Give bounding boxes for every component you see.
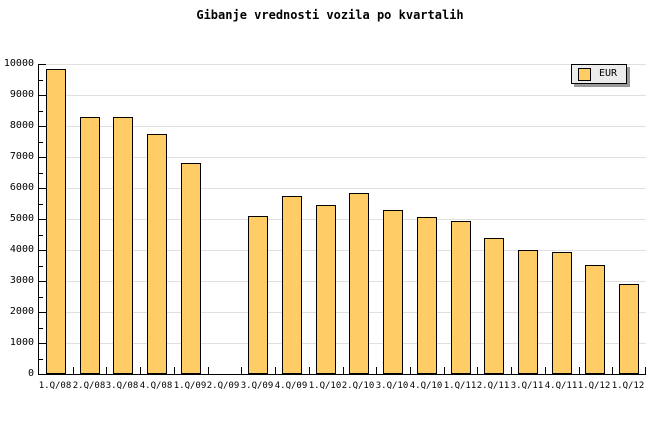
bar-3.Q/09 — [248, 216, 268, 374]
gridline — [39, 157, 646, 158]
x-tick — [174, 367, 175, 374]
y-axis-label: 0 — [27, 368, 34, 379]
bar-2.Q/10 — [349, 193, 369, 374]
y-major-tick — [39, 188, 46, 189]
x-axis-label: 3.Q/11 — [510, 381, 544, 391]
x-axis-label: 2.Q/11 — [476, 381, 510, 391]
y-axis-label: 3000 — [9, 275, 34, 286]
x-axis-label: 1.Q/09 — [173, 381, 207, 391]
bar-2.Q/11 — [484, 238, 504, 374]
bar-4.Q/09 — [282, 196, 302, 374]
gridline — [39, 188, 646, 189]
y-major-tick — [39, 250, 46, 251]
bar-2.Q/08 — [80, 117, 100, 374]
bar-4.Q/10 — [417, 217, 437, 374]
x-tick — [343, 367, 344, 374]
y-axis-label: 7000 — [9, 151, 34, 162]
y-major-tick — [39, 281, 46, 282]
x-axis-label: 4.Q/10 — [409, 381, 443, 391]
bar-1.Q/09 — [181, 163, 201, 374]
bar-1.Q/10 — [316, 205, 336, 374]
y-minor-tick — [39, 328, 43, 329]
y-minor-tick — [39, 80, 43, 81]
bar-1.Q/12 — [585, 265, 605, 374]
x-tick — [511, 367, 512, 374]
x-axis-label: 2.Q/08 — [72, 381, 106, 391]
y-axis-label: 2000 — [9, 306, 34, 317]
bar-1.Q/08 — [46, 69, 66, 374]
x-tick — [579, 367, 580, 374]
gridline — [39, 250, 646, 251]
x-axis-label: 1.Q/12 — [611, 381, 645, 391]
y-axis-label: 9000 — [9, 89, 34, 100]
y-minor-tick — [39, 359, 43, 360]
x-axis-label: 1.Q/12 — [577, 381, 611, 391]
x-tick — [612, 367, 613, 374]
y-major-tick — [39, 157, 46, 158]
x-axis-label: 3.Q/10 — [375, 381, 409, 391]
x-tick — [444, 367, 445, 374]
x-tick — [275, 367, 276, 374]
y-major-tick — [39, 126, 46, 127]
gridline — [39, 126, 646, 127]
x-axis-label: 4.Q/11 — [544, 381, 578, 391]
y-major-tick — [39, 343, 46, 344]
x-tick — [73, 367, 74, 374]
x-tick — [410, 367, 411, 374]
x-tick — [645, 367, 646, 374]
y-major-tick — [39, 95, 46, 96]
gridline — [39, 219, 646, 220]
chart-title: Gibanje vrednosti vozila po kvartalih — [196, 8, 464, 22]
y-axis-label: 6000 — [9, 182, 34, 193]
x-tick — [208, 367, 209, 374]
x-axis-label: 2.Q/09 — [206, 381, 240, 391]
y-axis-label: 4000 — [9, 244, 34, 255]
y-axis-label: 10000 — [3, 58, 34, 69]
y-minor-tick — [39, 297, 43, 298]
y-axis-label: 8000 — [9, 120, 34, 131]
bar-1.Q/12 — [619, 284, 639, 374]
y-axis-label: 1000 — [9, 337, 34, 348]
y-major-tick — [39, 312, 46, 313]
bar-3.Q/11 — [518, 250, 538, 374]
y-minor-tick — [39, 142, 43, 143]
x-tick — [545, 367, 546, 374]
y-minor-tick — [39, 111, 43, 112]
gridline — [39, 281, 646, 282]
y-minor-tick — [39, 204, 43, 205]
gridline — [39, 343, 646, 344]
x-axis-label: 3.Q/09 — [240, 381, 274, 391]
bar-3.Q/10 — [383, 210, 403, 374]
y-minor-tick — [39, 235, 43, 236]
bar-3.Q/08 — [113, 117, 133, 374]
gridline — [39, 64, 646, 65]
y-major-tick — [39, 219, 46, 220]
y-major-tick — [39, 64, 46, 65]
x-tick — [309, 367, 310, 374]
x-tick — [140, 367, 141, 374]
x-axis-label: 3.Q/08 — [105, 381, 139, 391]
gridline — [39, 95, 646, 96]
x-axis-label: 4.Q/08 — [139, 381, 173, 391]
x-axis-label: 1.Q/11 — [443, 381, 477, 391]
x-axis-label: 1.Q/10 — [308, 381, 342, 391]
legend-label: EUR — [599, 68, 618, 79]
bar-1.Q/11 — [451, 221, 471, 374]
gridline — [39, 312, 646, 313]
y-minor-tick — [39, 266, 43, 267]
bar-4.Q/08 — [147, 134, 167, 374]
x-tick — [376, 367, 377, 374]
x-axis-label: 2.Q/10 — [341, 381, 375, 391]
x-axis-label: 4.Q/09 — [274, 381, 308, 391]
bar-4.Q/11 — [552, 252, 572, 374]
x-axis-label: 1.Q/08 — [38, 381, 72, 391]
x-tick — [241, 367, 242, 374]
legend-swatch-eur — [578, 67, 591, 81]
x-tick — [477, 367, 478, 374]
y-axis-label: 5000 — [9, 213, 34, 224]
chart-plot-area — [38, 64, 646, 375]
legend: EUR — [571, 64, 627, 84]
y-minor-tick — [39, 173, 43, 174]
x-tick — [106, 367, 107, 374]
